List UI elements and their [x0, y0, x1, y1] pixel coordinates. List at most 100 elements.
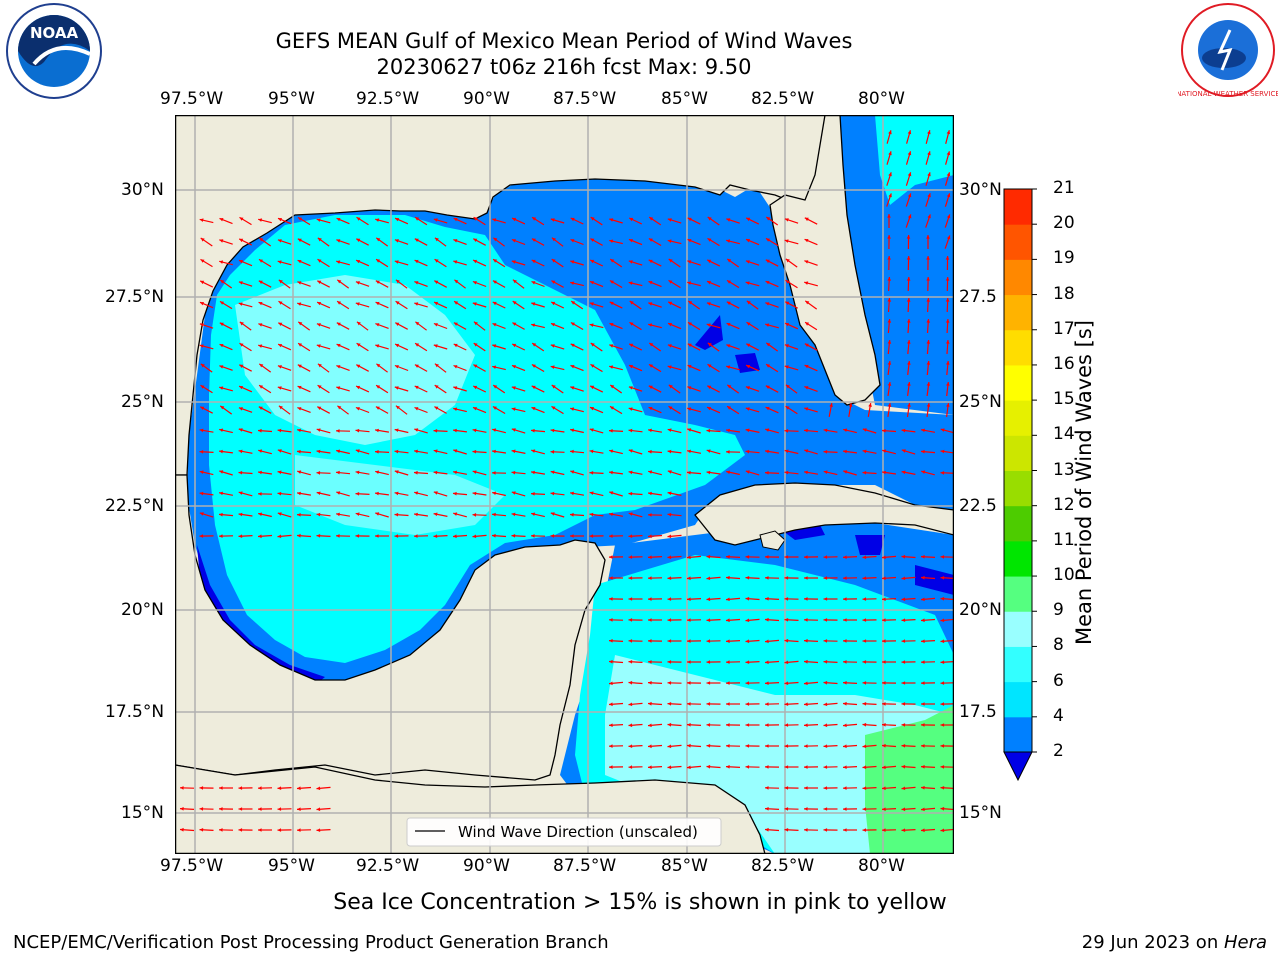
wind-wave-arrowhead [531, 407, 536, 411]
wind-wave-arrowhead [414, 238, 419, 242]
wind-wave-arrowhead [238, 828, 243, 832]
wind-wave-arrowhead [687, 407, 692, 411]
wind-wave-arrowhead [355, 302, 360, 306]
colorbar-segment [1004, 259, 1032, 296]
wind-wave-arrowhead [946, 382, 950, 386]
wind-wave-arrowhead [277, 428, 282, 433]
wind-wave-arrowhead [667, 618, 672, 622]
wind-wave-arrowhead [259, 385, 263, 389]
wind-wave-arrowhead [940, 449, 945, 454]
wind-wave-arrowhead [589, 512, 594, 517]
wind-wave-arrowhead [823, 660, 828, 664]
wind-wave-arrowhead [199, 512, 204, 516]
wind-wave-arrowhead [238, 512, 243, 517]
wind-wave-arrowhead [473, 259, 478, 264]
wind-wave-arrowhead [648, 765, 652, 769]
wind-wave-arrowhead [433, 429, 438, 433]
wind-wave-arrowhead [940, 681, 945, 685]
wind-wave-arrowhead [667, 534, 672, 539]
lon-tick-bottom-80: 80°W [858, 856, 905, 876]
wind-wave-arrowhead [570, 470, 575, 474]
wind-wave-arrowhead [907, 319, 911, 323]
wind-wave-arrowhead [511, 534, 516, 538]
wind-wave-arrowhead [259, 363, 264, 368]
wind-wave-arrowhead [727, 259, 732, 263]
wind-wave-arrowhead [199, 323, 204, 327]
colorbar-tick-label: 11 [1053, 529, 1075, 550]
wind-wave-arrowhead [610, 385, 615, 389]
wind-wave-arrowhead [628, 260, 633, 264]
wind-wave-arrowhead [921, 660, 925, 664]
wind-wave-arrowhead [492, 491, 496, 496]
wind-wave-arrowhead [706, 639, 711, 643]
wind-wave-arrowhead [667, 470, 672, 474]
wind-wave-arrowhead [628, 618, 633, 622]
wind-wave-arrowhead [648, 323, 653, 327]
wind-wave-arrowhead [921, 744, 925, 748]
wind-wave-arrowhead [297, 428, 301, 433]
colorbar-tick-label: 10 [1053, 565, 1075, 586]
wind-wave-arrowhead [180, 827, 184, 832]
wind-wave-arrowhead [804, 364, 809, 369]
cuba [694, 482, 954, 546]
wind-wave-arrowhead [395, 343, 400, 348]
wind-wave-arrowhead [277, 491, 282, 496]
wind-wave-arrowhead [609, 429, 613, 433]
wind-wave-arrowhead [882, 576, 886, 581]
wind-wave-arrowhead [667, 491, 672, 496]
wind-wave-arrowhead [804, 659, 808, 664]
wind-wave-arrowhead [628, 765, 633, 769]
wind-wave-arrowhead [882, 702, 886, 706]
wind-wave-arrowhead [511, 449, 516, 454]
wind-wave-arrowhead [784, 449, 789, 453]
wind-wave-arrowhead [784, 597, 789, 601]
wind-wave-arrowhead [921, 575, 925, 580]
wind-wave-arrowhead [882, 639, 886, 643]
wind-wave-arrowhead [297, 533, 301, 538]
colorbar-segment [1004, 224, 1032, 260]
wind-wave-arrowhead [472, 281, 477, 285]
lon-tick-bottom-82-5: 82.5°W [751, 856, 815, 876]
wind-wave-arrowhead [746, 322, 751, 326]
wind-wave-arrowhead [882, 618, 886, 622]
wind-wave-arrowhead [785, 301, 790, 305]
wind-wave-arrowhead [687, 217, 692, 222]
wind-wave-arrowhead [414, 407, 419, 411]
wind-wave-arrowhead [531, 534, 535, 538]
wind-wave-arrowhead [945, 277, 950, 281]
wind-wave-arrowhead [940, 786, 945, 790]
wind-wave-arrowhead [512, 279, 517, 284]
wind-wave-arrowhead [887, 277, 891, 281]
lat-tick-left-22-5: 22.5°N [105, 496, 165, 516]
wind-wave-arrowhead [453, 365, 458, 369]
wind-wave-arrowhead [927, 151, 931, 156]
wind-wave-arrowhead [628, 512, 633, 516]
wind-wave-arrowhead [453, 449, 458, 453]
wind-wave-arrowhead [570, 343, 575, 348]
wind-wave-arrowhead [940, 639, 945, 644]
wind-wave-arrowhead [317, 259, 322, 263]
wind-wave-arrowhead [200, 302, 204, 306]
wind-wave-arrowhead [765, 744, 769, 748]
wind-wave-arrowhead [726, 723, 730, 727]
lon-tick-top-95: 95°W [268, 89, 315, 109]
wind-wave-arrowhead [512, 365, 516, 369]
wind-wave-arrowhead [316, 344, 321, 348]
wind-wave-arrowhead [784, 660, 789, 665]
wind-wave-arrowhead [297, 238, 302, 243]
wind-wave-arrowhead [667, 744, 672, 749]
wind-wave-arrowhead [316, 786, 321, 791]
wind-wave-arrowhead [258, 470, 262, 475]
wind-wave-arrowhead [629, 239, 633, 243]
wind-wave-arrowhead [376, 363, 381, 368]
wind-wave-arrowhead [453, 512, 458, 516]
wind-wave-arrowhead [492, 471, 496, 475]
wind-wave-arrowhead [277, 470, 282, 475]
wind-wave-arrowhead [765, 323, 770, 327]
wind-wave-arrowhead [688, 301, 693, 305]
wind-wave-arrowhead [946, 361, 950, 365]
wind-wave-arrowhead [648, 576, 652, 580]
colorbar-tick-label: 6 [1053, 670, 1064, 691]
wind-wave-arrowhead [355, 428, 360, 433]
wind-wave-arrowhead [472, 470, 477, 474]
